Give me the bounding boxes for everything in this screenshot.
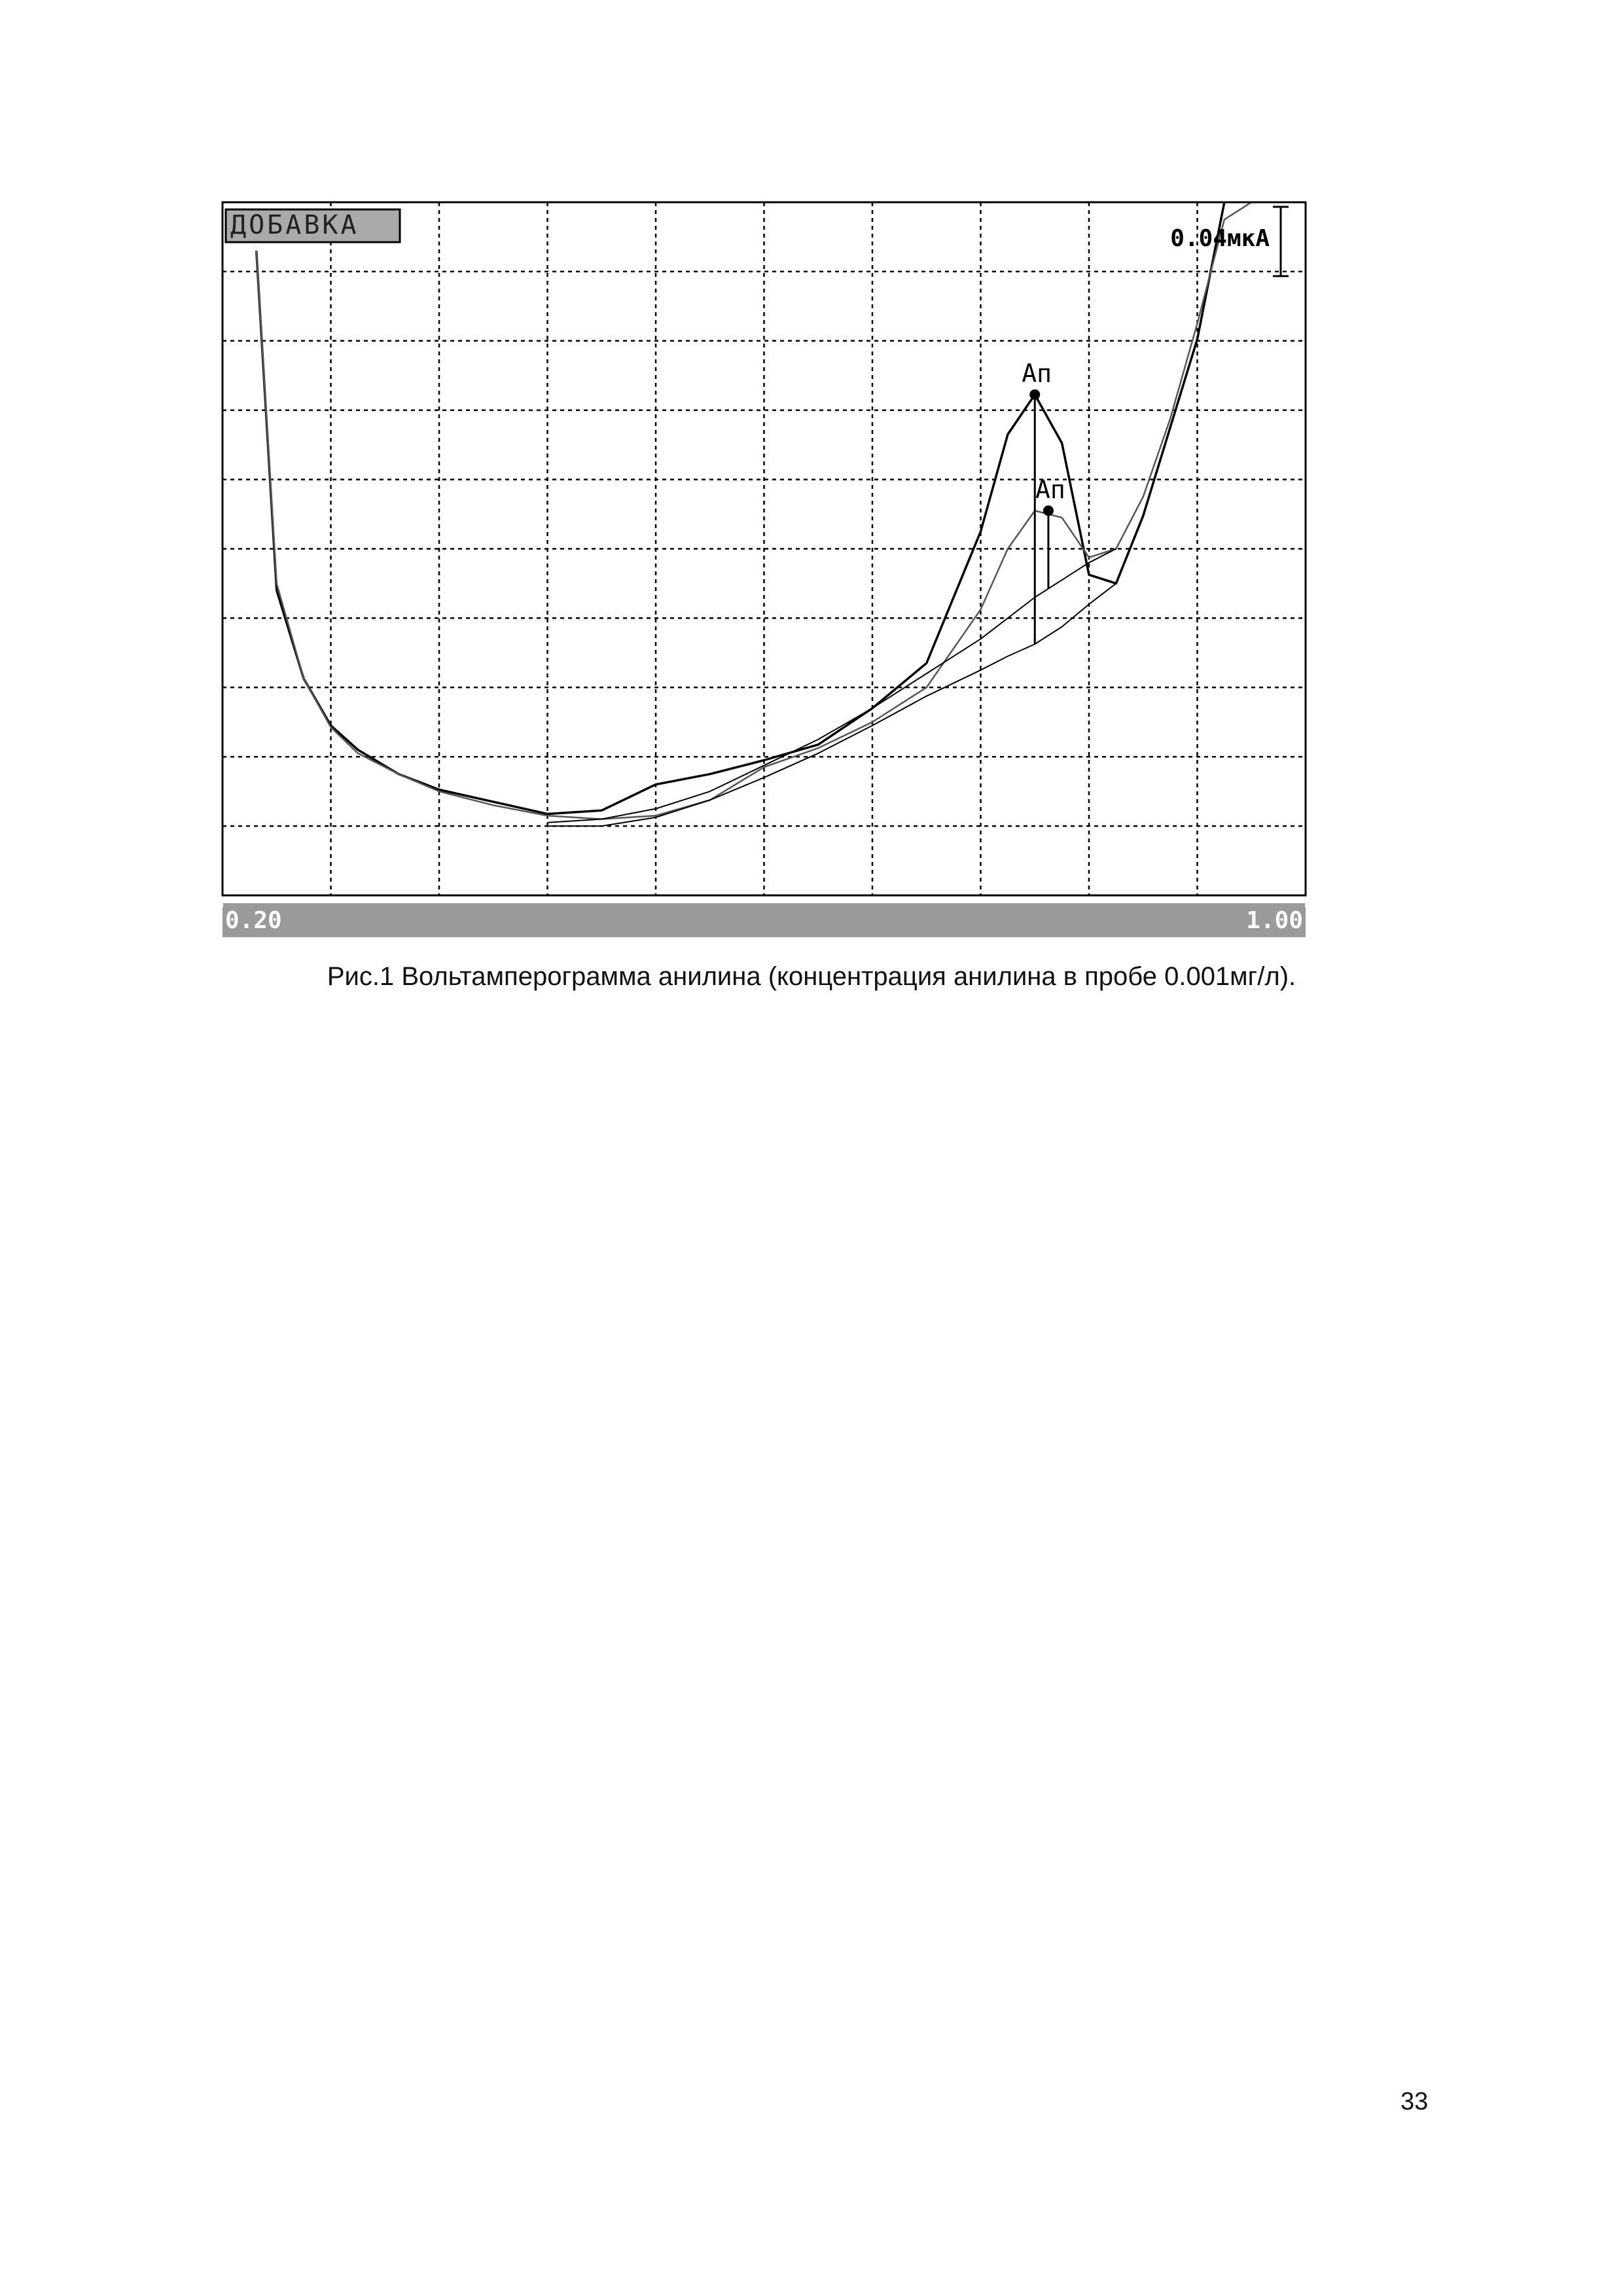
plot-frame xyxy=(221,201,1307,897)
caption: Рис.1 Вольтамперограмма анилина (концент… xyxy=(327,962,1296,991)
peak-marker xyxy=(1043,505,1054,516)
scale-bar-label: 0.04мкА xyxy=(1170,225,1270,252)
figure: Ап Ап ДОБАВКА 0.04мкА 0.20 1.00 xyxy=(221,201,1307,937)
curve xyxy=(547,548,1116,823)
x-tick-label: 1.00 xyxy=(1246,907,1303,934)
page-number: 33 xyxy=(1400,2088,1429,2115)
peak-marker xyxy=(1029,389,1041,400)
badge-box xyxy=(224,208,401,243)
x-axis-bar xyxy=(223,903,1306,937)
peak-label: Ап xyxy=(1035,475,1065,504)
peak-label: Ап xyxy=(1022,359,1052,387)
curve xyxy=(255,202,1252,820)
badge: ДОБАВКА xyxy=(230,210,359,240)
x-tick-label: 0.20 xyxy=(225,907,282,934)
curve xyxy=(547,583,1116,827)
